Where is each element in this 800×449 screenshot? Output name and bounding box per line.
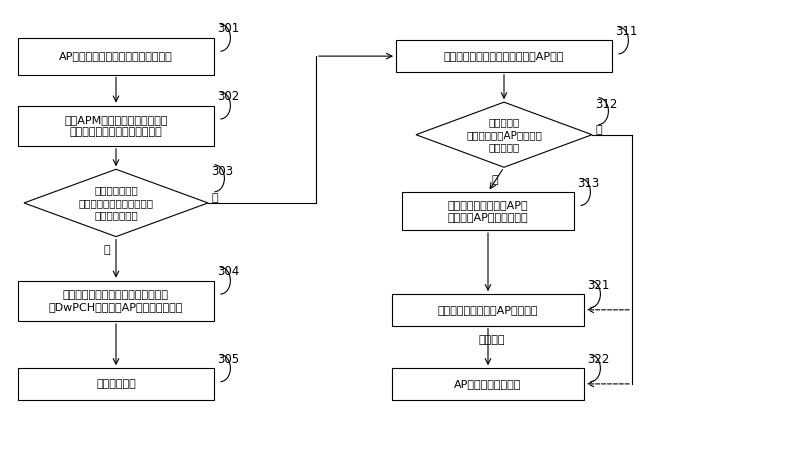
Text: 设置时钟信号源进行AP同步定时: 设置时钟信号源进行AP同步定时 (438, 305, 538, 315)
Text: 在自身可用频点列表内搜索相邻AP信号: 在自身可用频点列表内搜索相邻AP信号 (444, 51, 564, 61)
Text: 301: 301 (217, 22, 239, 35)
Text: 是否存在超过预
先设定的宏基站频点信号强
度门限的信号？: 是否存在超过预 先设定的宏基站频点信号强 度门限的信号？ (78, 185, 154, 220)
FancyBboxPatch shape (392, 294, 584, 326)
Text: 312: 312 (595, 98, 618, 111)
Text: 322: 322 (587, 353, 610, 366)
Text: 是否存在超
过预先设定的AP信号强度
门限的信号: 是否存在超 过预先设定的AP信号强度 门限的信号 (466, 117, 542, 152)
FancyBboxPatch shape (396, 40, 612, 72)
Text: 303: 303 (211, 165, 234, 178)
Text: 是: 是 (491, 176, 498, 185)
FancyBboxPatch shape (402, 192, 574, 230)
Polygon shape (416, 102, 592, 167)
FancyBboxPatch shape (18, 38, 214, 75)
Text: 311: 311 (615, 25, 638, 38)
Text: AP初始化，获取宏基站频点列表信息: AP初始化，获取宏基站频点列表信息 (59, 51, 173, 61)
FancyBboxPatch shape (392, 368, 584, 400)
Polygon shape (24, 169, 208, 237)
Text: 否: 否 (596, 125, 602, 135)
FancyBboxPatch shape (18, 106, 214, 146)
Text: 搜索APM配置的宏基站频点列表
中的频点，获取宏基站频点信号: 搜索APM配置的宏基站频点列表 中的频点，获取宏基站频点信号 (64, 114, 168, 137)
FancyBboxPatch shape (18, 368, 214, 400)
Text: 是: 是 (103, 245, 110, 255)
Text: 302: 302 (217, 90, 239, 103)
Text: 否: 否 (212, 194, 218, 203)
Text: 不能设置: 不能设置 (478, 335, 506, 345)
Text: AP自行设置同步定时: AP自行设置同步定时 (454, 379, 522, 389)
Text: 从获取的宏基站频点信号中选取最强
的DwPCH信号进行AP的下行同步定时: 从获取的宏基站频点信号中选取最强 的DwPCH信号进行AP的下行同步定时 (49, 290, 183, 312)
FancyBboxPatch shape (18, 281, 214, 321)
Text: 304: 304 (217, 265, 239, 278)
Text: 选取信号最强的相邻AP信
号，进行AP的上下行同步: 选取信号最强的相邻AP信 号，进行AP的上下行同步 (448, 200, 528, 222)
Text: 313: 313 (578, 177, 599, 189)
Text: 321: 321 (587, 279, 610, 292)
Text: 305: 305 (217, 353, 239, 366)
Text: 获取上行同步: 获取上行同步 (96, 379, 136, 389)
